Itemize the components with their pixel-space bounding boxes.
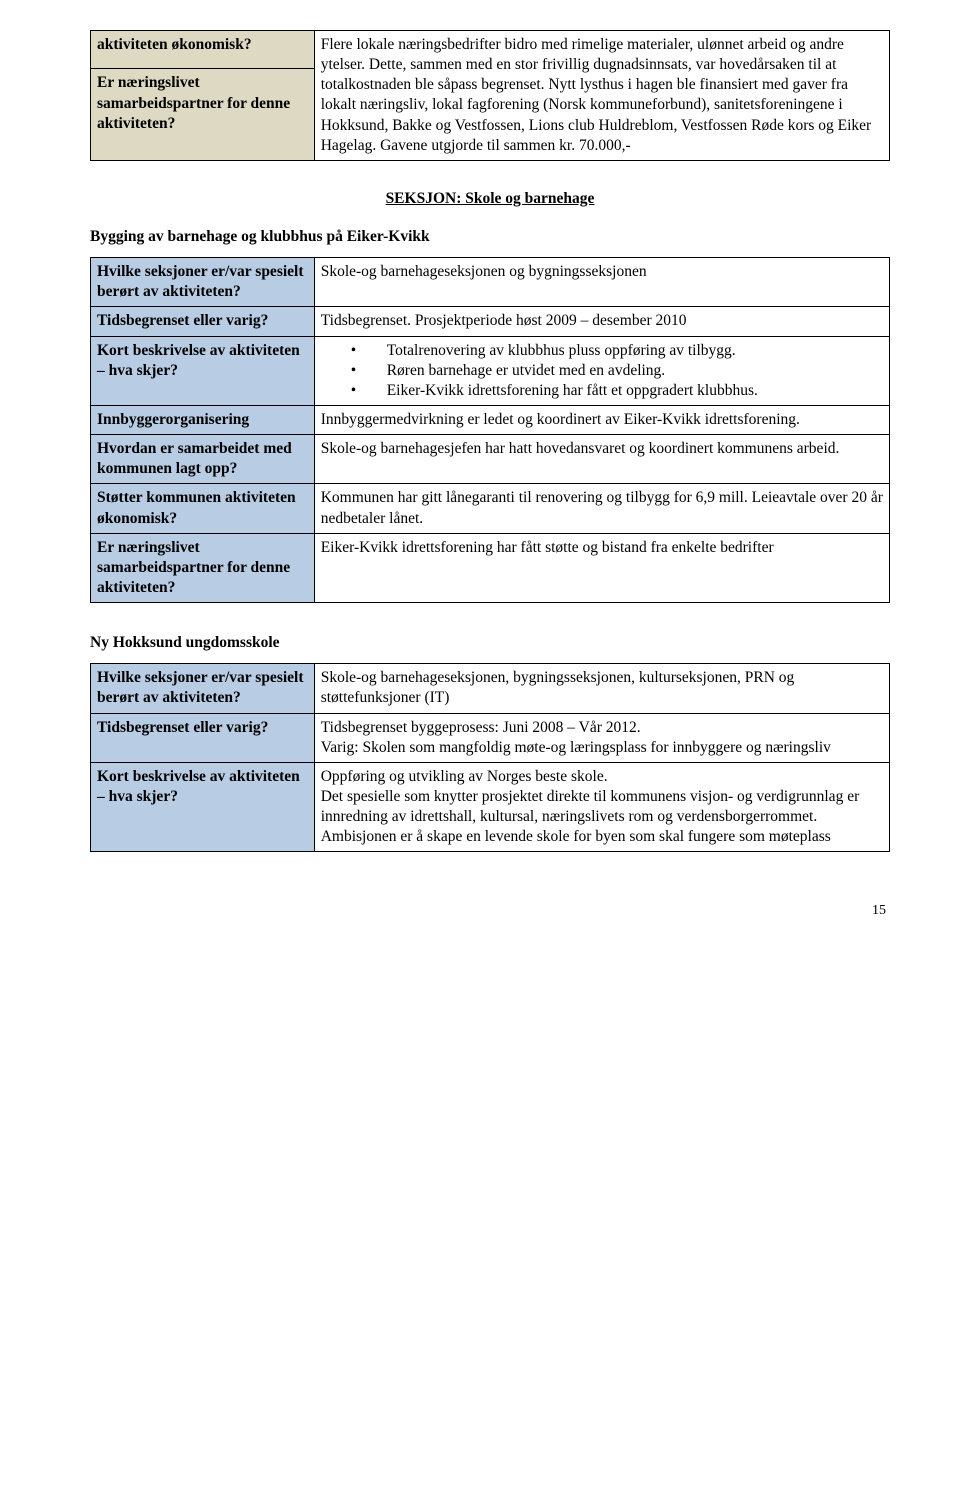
value-cell: Skole-og barnehageseksjonen og bygningss… [314,258,889,307]
label-cell: Hvilke seksjoner er/var spesielt berørt … [91,664,315,713]
value-cell: Totalrenovering av klubbhus pluss oppfør… [314,336,889,405]
page-number: 15 [90,902,890,920]
table-project-1: Hvilke seksjoner er/var spesielt berørt … [90,257,890,603]
table-project-2: Hvilke seksjoner er/var spesielt berørt … [90,663,890,852]
label-cell: Støtter kommunen aktiviteten økonomisk? [91,484,315,533]
label-cell: Tidsbegrenset eller varig? [91,713,315,762]
label-cell: aktiviteten økonomisk? [91,31,315,69]
label-cell: Hvordan er samarbeidet med kommunen lagt… [91,435,315,484]
section-heading: SEKSJON: Skole og barnehage [90,189,890,209]
list-item: Eiker-Kvikk idrettsforening har fått et … [321,381,883,401]
project-title: Bygging av barnehage og klubbhus på Eike… [90,227,890,247]
value-cell: Oppføring og utvikling av Norges beste s… [314,762,889,852]
value-cell: Tidsbegrenset. Prosjektperiode høst 2009… [314,307,889,336]
value-cell: Skole-og barnehagesjefen har hatt hoveda… [314,435,889,484]
value-cell: Kommunen har gitt lånegaranti til renove… [314,484,889,533]
list-item: Totalrenovering av klubbhus pluss oppfør… [321,341,883,361]
label-cell: Innbyggerorganisering [91,405,315,434]
label-cell: Hvilke seksjoner er/var spesielt berørt … [91,258,315,307]
label-cell: Tidsbegrenset eller varig? [91,307,315,336]
value-cell: Flere lokale næringsbedrifter bidro med … [314,31,889,161]
list-item: Røren barnehage er utvidet med en avdeli… [321,361,883,381]
value-cell: Tidsbegrenset byggeprosess: Juni 2008 – … [314,713,889,762]
project-title: Ny Hokksund ungdomsskole [90,633,890,653]
value-cell: Innbyggermedvirkning er ledet og koordin… [314,405,889,434]
value-cell: Skole-og barnehageseksjonen, bygningssek… [314,664,889,713]
bullet-list: Totalrenovering av klubbhus pluss oppfør… [321,341,883,401]
label-cell: Kort beskrivelse av aktiviteten – hva sk… [91,336,315,405]
table-activity-fragment: aktiviteten økonomisk? Flere lokale næri… [90,30,890,161]
label-cell: Er næringslivet samarbeidspartner for de… [91,533,315,602]
value-cell: Eiker-Kvikk idrettsforening har fått stø… [314,533,889,602]
label-cell: Kort beskrivelse av aktiviteten – hva sk… [91,762,315,852]
label-cell: Er næringslivet samarbeidspartner for de… [91,69,315,160]
